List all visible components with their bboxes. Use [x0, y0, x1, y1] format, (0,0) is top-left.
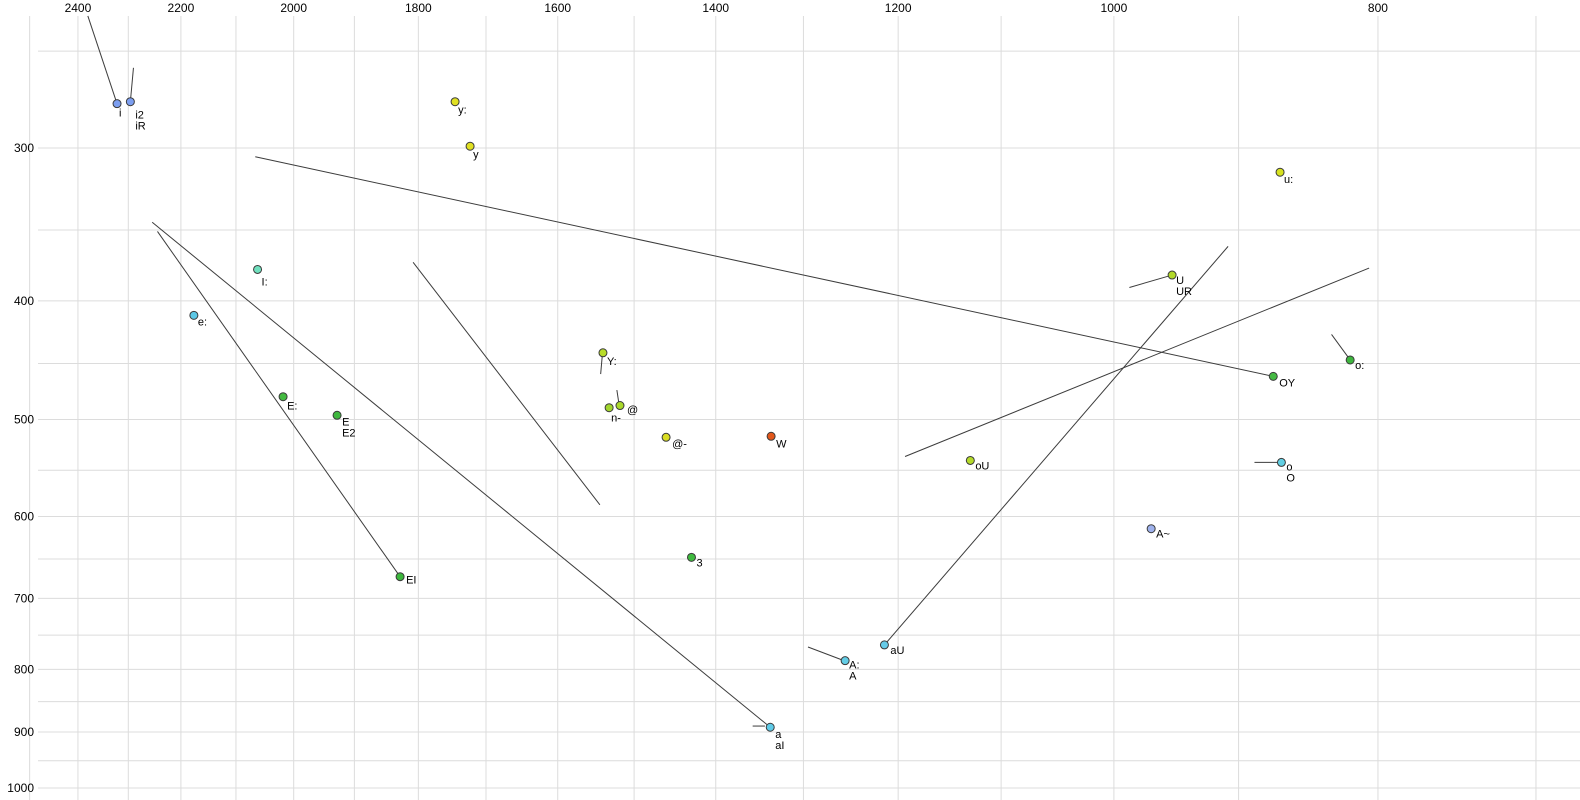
vowel-point-o: [1276, 457, 1286, 467]
vowel-label-o: o:: [1355, 360, 1364, 372]
trajectory-line-Y-tick: [600, 356, 603, 375]
vowel-label-u: u:: [1284, 174, 1293, 186]
vowel-label-u: U: [1176, 275, 1184, 287]
x-tick-label: 1800: [405, 1, 432, 15]
vowel-label-e: E: [342, 416, 349, 428]
vowel-label-i: i: [119, 108, 121, 120]
vowel-label-u: UR: [1176, 286, 1192, 298]
trajectory-line-i-onset: [87, 15, 118, 104]
trajectory-line-OY-trajectory: [255, 156, 1274, 377]
trajectory-line-A-tick: [807, 646, 843, 661]
vowel-point-i: [112, 99, 122, 109]
vowel-point-e: [189, 310, 199, 320]
vowel-label-oy: OY: [1279, 377, 1296, 389]
x-tick-label: 800: [1368, 1, 1388, 15]
vowel-point-e: [278, 392, 288, 402]
vowel-label-au: aU: [890, 645, 904, 657]
vowel-point-o: [1345, 355, 1355, 365]
x-tick-label: 1200: [885, 1, 912, 15]
y-tick-label: 700: [14, 591, 34, 605]
vowel-point-a: [1146, 524, 1156, 534]
vowel-point-w: [766, 431, 776, 441]
trajectory-line-oU-trajectory: [904, 267, 1370, 457]
vowel-label-y: y:: [458, 105, 467, 117]
vowel-point-i: [253, 264, 263, 274]
vowel-point-y: [598, 348, 608, 358]
vowel-point-3: [686, 552, 696, 562]
vowel-point-a: [765, 722, 775, 732]
trajectory-line-aU-trajectory: [884, 246, 1229, 646]
x-tick-label: 2400: [65, 1, 92, 15]
trajectory-line-UR-tick: [1129, 274, 1173, 288]
vowel-point-oy: [1268, 371, 1278, 381]
trajectory-line-mid-trajectory: [412, 262, 601, 506]
vowel-point-i2: [125, 97, 135, 107]
y-tick-label: 300: [14, 141, 34, 155]
trajectory-line-o-long-tick: [1331, 334, 1351, 361]
vowel-label-i2: iR: [135, 121, 145, 133]
vowel-label-a: A:: [849, 660, 859, 672]
vowel-point-pt: [661, 432, 671, 442]
y-tick-label: 1000: [7, 781, 34, 795]
vowel-point-e: [332, 410, 342, 420]
x-tick-label: 1600: [544, 1, 571, 15]
vowel-label-ou: oU: [975, 460, 989, 472]
y-tick-label: 800: [14, 662, 34, 676]
y-tick-label: 900: [14, 725, 34, 739]
vowel-label-y: Y:: [607, 356, 617, 368]
x-tick-label: 1000: [1101, 1, 1128, 15]
vowel-label-w: W: [776, 438, 787, 450]
vowel-label-n: n-: [611, 413, 621, 425]
y-tick-label: 600: [14, 509, 34, 523]
vowel-point-au: [879, 640, 889, 650]
vowel-label-i: I:: [262, 276, 268, 288]
vowel-label-o: O: [1286, 472, 1295, 484]
vowel-label-a: aI: [775, 740, 784, 752]
vowel-label-a: A~: [1156, 529, 1170, 541]
vowel-label-o: o: [1286, 461, 1292, 473]
vowel-label-i2: i2: [135, 110, 144, 122]
y-tick-label: 400: [14, 294, 34, 308]
vowel-point-pt: [615, 401, 625, 411]
vowel-label-pt: @-: [672, 438, 687, 450]
x-tick-label: 2200: [168, 1, 195, 15]
vowel-label-a: A: [849, 671, 857, 683]
vowel-point-y: [465, 141, 475, 151]
vowel-label-e: E:: [287, 401, 297, 413]
vowel-point-u: [1275, 167, 1285, 177]
vowel-label-e: E2: [342, 427, 355, 439]
vowel-point-ei: [395, 572, 405, 582]
vowel-label-pt: @: [627, 405, 638, 417]
vowel-point-a: [840, 656, 850, 666]
trajectory-line-i2-tick: [129, 67, 134, 102]
vowel-label-ei: EI: [406, 575, 416, 587]
vowel-point-y: [450, 97, 460, 107]
vowel-label-e: e:: [198, 316, 207, 328]
vowel-label-y: y: [473, 149, 479, 161]
vowel-point-u: [1167, 270, 1177, 280]
vowel-label-a: a: [775, 729, 782, 741]
x-tick-label: 2000: [280, 1, 307, 15]
trajectory-line-aI-trajectory: [151, 221, 771, 728]
vowel-label-3: 3: [696, 557, 702, 569]
y-tick-label: 500: [14, 413, 34, 427]
x-tick-label: 1400: [702, 1, 729, 15]
trajectory-line-EI-trajectory: [157, 231, 401, 577]
vowel-point-ou: [965, 455, 975, 465]
vowel-point-n: [604, 403, 614, 413]
